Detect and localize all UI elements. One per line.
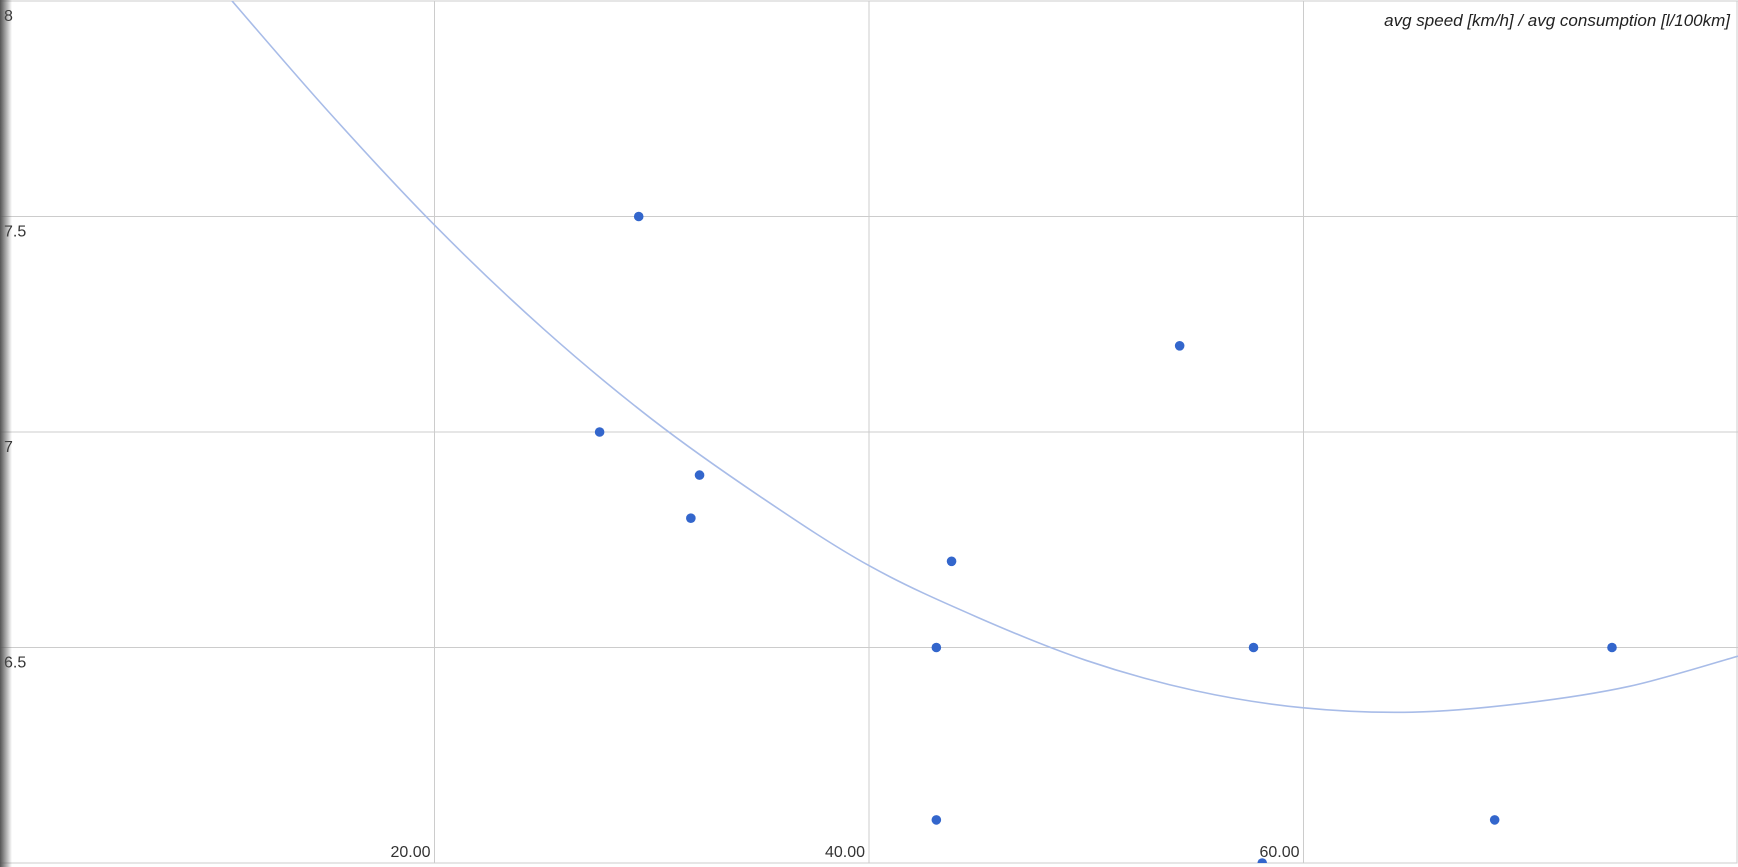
x-tick-label: 40.00 <box>825 844 865 861</box>
data-point <box>931 642 942 653</box>
data-point <box>686 513 696 523</box>
data-point <box>946 556 957 567</box>
data-point <box>594 427 605 437</box>
trendline <box>231 1 1738 714</box>
data-point <box>1248 642 1259 653</box>
x-tick-label: 20.00 <box>390 844 430 861</box>
data-point <box>694 470 705 480</box>
data-point <box>1174 341 1185 351</box>
data-point <box>1257 858 1268 863</box>
data-point <box>1607 642 1617 653</box>
chart-title: avg speed [km/h] / avg consumption [l/10… <box>1384 11 1731 30</box>
data-point <box>1489 815 1500 825</box>
marks <box>231 1 1738 863</box>
data-point <box>633 211 644 222</box>
data-point <box>931 815 942 825</box>
edge-shadow <box>0 0 12 867</box>
x-tick-label: 60.00 <box>1259 844 1299 861</box>
